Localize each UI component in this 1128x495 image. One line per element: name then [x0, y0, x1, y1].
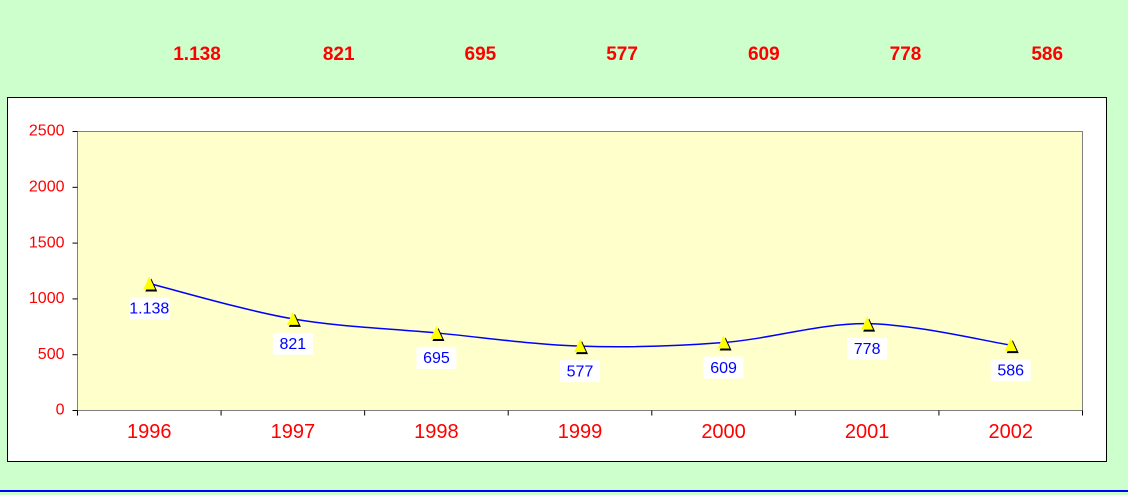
data-label: 1.138: [129, 301, 169, 318]
marker: [574, 339, 586, 353]
y-tick-label: 1500: [29, 234, 65, 251]
data-label: 778: [854, 341, 881, 358]
header-value: 1.138: [173, 44, 221, 65]
header-value: 577: [606, 44, 638, 65]
marker: [1004, 338, 1017, 352]
marker: [717, 335, 730, 349]
x-tick-label: 2002: [988, 421, 1033, 443]
data-label-box: [560, 360, 600, 383]
data-label-box: [129, 297, 170, 320]
header-value: 778: [890, 44, 922, 65]
marker: [430, 325, 443, 339]
x-tick-label: 2001: [845, 421, 890, 443]
data-label: 609: [710, 360, 737, 377]
marker: [143, 276, 156, 290]
data-label-box: [847, 337, 888, 360]
x-tick-label: 1996: [127, 421, 172, 443]
header-value: 586: [1031, 44, 1063, 65]
y-tick-label: 1000: [29, 290, 65, 307]
data-label: 577: [567, 363, 594, 380]
header-value: 695: [465, 44, 497, 65]
marker: [286, 311, 299, 325]
header-value: 821: [323, 44, 355, 65]
y-tick-label: 0: [56, 402, 65, 419]
marker: [861, 316, 874, 330]
y-tick-label: 2500: [29, 123, 65, 140]
data-label-box: [416, 346, 457, 369]
y-tick-label: 500: [38, 346, 65, 363]
data-label: 586: [997, 362, 1024, 379]
x-tick-label: 1999: [558, 421, 603, 443]
data-label: 821: [280, 336, 307, 353]
data-label-box: [990, 359, 1031, 382]
header-value: 609: [748, 44, 780, 65]
x-tick-label: 2000: [701, 421, 746, 443]
data-label-box: [272, 332, 313, 355]
y-tick-label: 2000: [29, 179, 65, 196]
x-tick-label: 1998: [414, 421, 459, 443]
x-tick-label: 1997: [271, 421, 316, 443]
data-label: 695: [423, 350, 450, 367]
data-label-box: [703, 356, 744, 379]
